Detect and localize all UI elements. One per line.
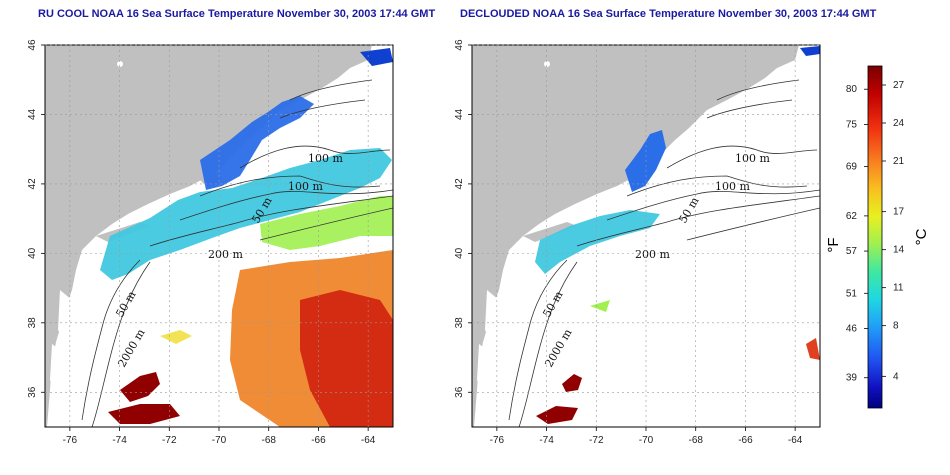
- colorbar-c-label: 14: [893, 245, 905, 256]
- map-panel-2: 100 m 100 m 50 m 200 m 50 m 2000 m -76 -7…: [454, 39, 821, 446]
- contour-label-2a: 100 m: [735, 152, 770, 165]
- colorbar-c-label: 11: [893, 283, 904, 294]
- colorbar-f-label: 75: [846, 119, 858, 130]
- y-tick-label: 36: [454, 386, 465, 398]
- y-tick-label: 46: [27, 39, 38, 51]
- sst-eddy-4: [536, 406, 578, 424]
- colorbar-f-label: 46: [846, 323, 858, 334]
- colorbar-f-label: 69: [846, 162, 858, 173]
- x-tick-label: -70: [639, 435, 654, 446]
- x-tick-label: -72: [589, 435, 604, 446]
- x-tick-label: -74: [539, 435, 554, 446]
- bathymetry-contours-1: [81, 79, 393, 427]
- sst-shelf-2: [535, 210, 660, 274]
- contour-label-1b: 100 m: [288, 180, 323, 193]
- panel-1-ticks: -76 -74 -72 -70 -68 -66 -64 36 38 40 42 44 46: [27, 39, 376, 446]
- y-tick-label: 38: [454, 317, 465, 329]
- sst-cold-gom-1: [200, 96, 314, 190]
- panel-1-title: RU COOL NOAA 16 Sea Surface Temperature …: [38, 8, 436, 20]
- x-tick-label: -70: [212, 435, 227, 446]
- colorbar-c-label: 27: [893, 80, 905, 91]
- bay-2: [50, 344, 60, 392]
- y-tick-label: 40: [454, 247, 465, 259]
- contour-label-1d: 200 m: [208, 248, 243, 261]
- y-tick-label: 44: [454, 108, 465, 120]
- colorbar-f-label: 39: [846, 373, 858, 384]
- colorbar-c-unit: °C: [913, 228, 930, 245]
- colorbar-c-label: 8: [893, 321, 899, 332]
- sst-eddy-2: [108, 404, 180, 424]
- sst-shelf-1: [100, 148, 392, 280]
- contour-label-1a: 100 m: [308, 152, 343, 165]
- contour-label-2b: 100 m: [715, 180, 750, 193]
- y-tick-label: 38: [27, 317, 38, 329]
- colorbar-c-label: 4: [893, 371, 899, 382]
- panel-2-ticks: -76 -74 -72 -70 -68 -66 -64 36 38 40 42 44 46: [454, 39, 803, 446]
- sst-slope-1: [260, 196, 393, 250]
- colorbar-f-label: 51: [846, 288, 858, 299]
- y-tick-label: 42: [27, 178, 38, 190]
- bay-1: [58, 290, 72, 340]
- x-tick-label: -72: [162, 435, 177, 446]
- bay-4: [477, 344, 487, 392]
- x-tick-label: -76: [63, 435, 78, 446]
- long-island-2: [523, 222, 577, 242]
- x-tick-label: -68: [261, 435, 276, 446]
- colorbar-ticks: 27 24 21 17 14 11 8 4 80 75 69 62 57 51 46 39: [846, 80, 905, 384]
- x-tick-label: -68: [688, 435, 703, 446]
- sst-hot-1: [300, 290, 393, 427]
- map-panel-1: 100 m 100 m 50 m 200 m 50 m 2000 m -76 -7…: [27, 39, 394, 446]
- colorbar-f-label: 62: [846, 211, 858, 222]
- colorbar-c-label: 21: [893, 156, 905, 167]
- sst-warm-patch-2: [806, 338, 820, 360]
- colorbar-f-label: 80: [846, 84, 858, 95]
- x-tick-label: -64: [361, 435, 376, 446]
- colorbar-gradient: [867, 65, 883, 409]
- sst-green-patch-2: [590, 300, 610, 312]
- y-tick-label: 46: [454, 39, 465, 51]
- y-tick-label: 42: [454, 178, 465, 190]
- y-tick-label: 44: [27, 108, 38, 120]
- panel-2-grid: [472, 44, 820, 427]
- panel-2-title: DECLOUDED NOAA 16 Sea Surface Temperatur…: [460, 8, 877, 20]
- colorbar: 27 24 21 17 14 11 8 4 80 75 69 62 57 51 46 39 °F °C: [825, 65, 930, 409]
- sst-cold-gom-2: [625, 130, 666, 192]
- colorbar-c-label: 17: [893, 207, 905, 218]
- land-mass-1: [45, 45, 372, 427]
- contour-label-2d: 200 m: [635, 248, 670, 261]
- y-tick-label: 36: [27, 386, 38, 398]
- sst-gulf-stream-1: [160, 330, 192, 344]
- land-mass-2: [472, 45, 799, 427]
- colorbar-f-label: 57: [846, 246, 858, 257]
- sst-eddy-3: [562, 374, 582, 392]
- x-tick-label: -76: [490, 435, 505, 446]
- bay-3: [485, 290, 499, 340]
- panel-1-grid: [45, 44, 393, 427]
- x-tick-label: -66: [311, 435, 326, 446]
- bathymetry-contours-2: [508, 79, 820, 427]
- x-tick-label: -74: [112, 435, 127, 446]
- colorbar-c-label: 24: [893, 118, 905, 129]
- x-tick-label: -66: [738, 435, 753, 446]
- sst-eddy-1: [120, 372, 160, 402]
- colorbar-f-unit: °F: [825, 237, 842, 252]
- x-tick-label: -64: [788, 435, 803, 446]
- sst-north-cold-2: [800, 46, 820, 56]
- y-tick-label: 40: [27, 247, 38, 259]
